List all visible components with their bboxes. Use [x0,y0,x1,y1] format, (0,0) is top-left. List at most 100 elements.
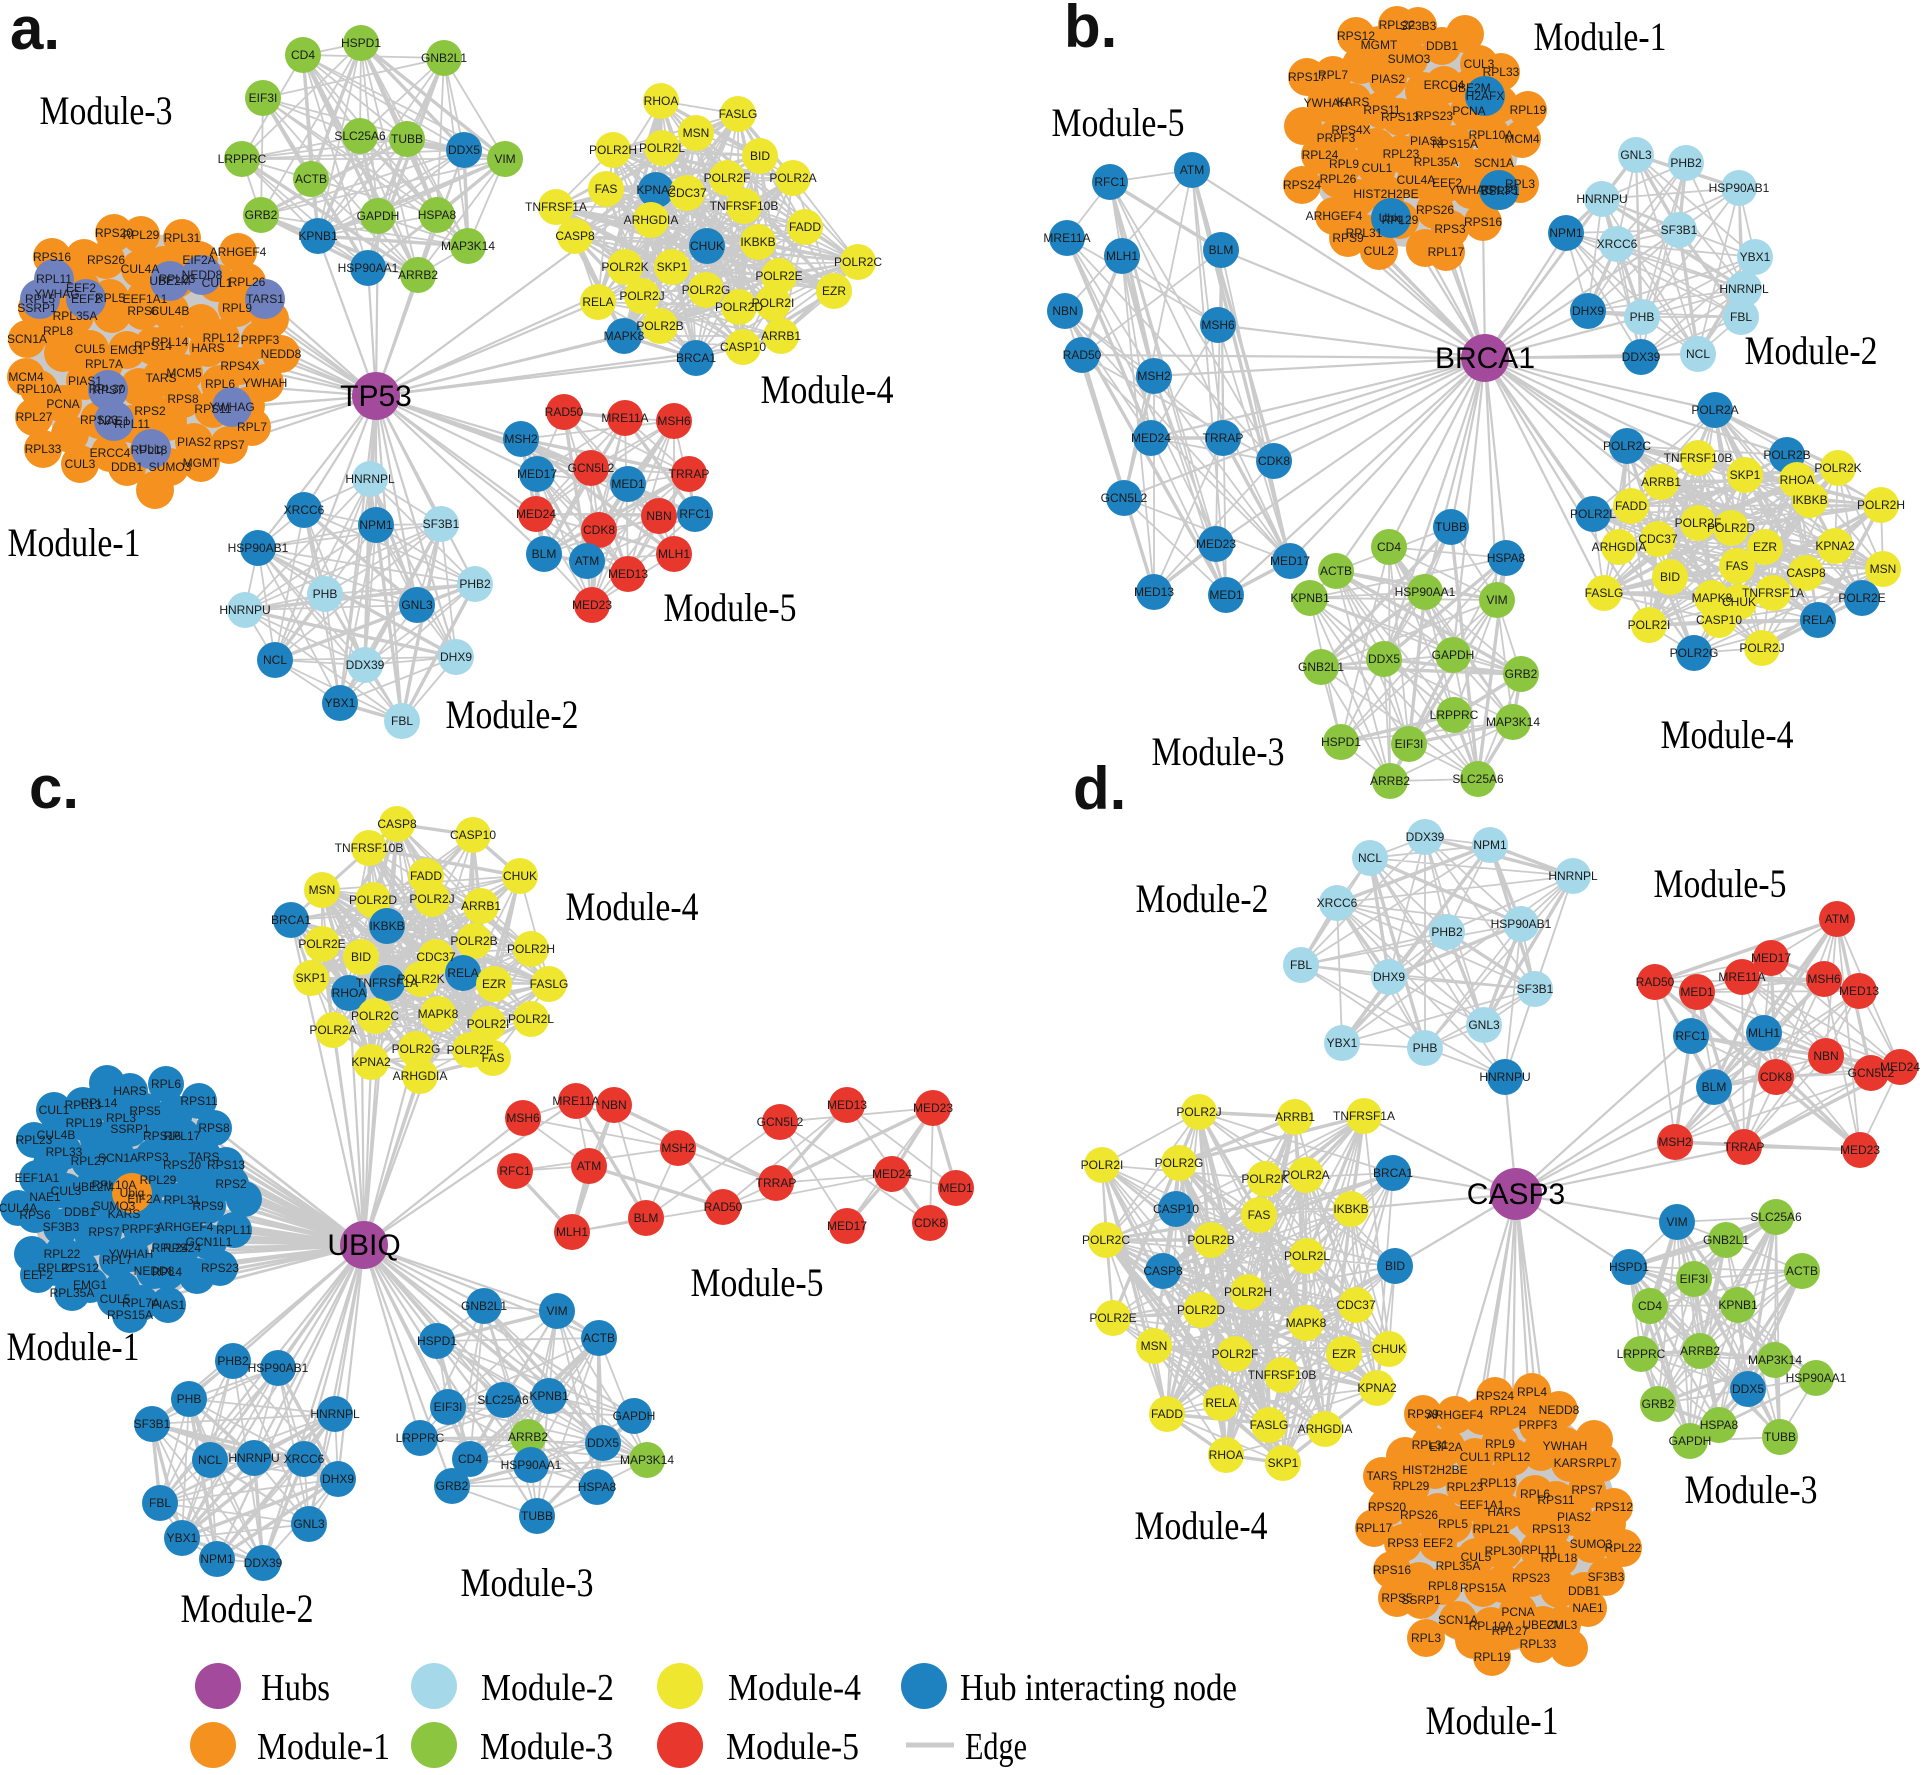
svg-text:RPL29: RPL29 [1382,213,1419,227]
svg-text:CASP3: CASP3 [1467,1178,1565,1211]
svg-text:FASLG: FASLG [1250,1418,1289,1432]
svg-text:Module-2: Module-2 [481,1667,614,1709]
svg-text:RPL4: RPL4 [152,1265,182,1279]
svg-text:TRRAP: TRRAP [756,1176,797,1190]
svg-text:RPL22: RPL22 [1605,1541,1642,1555]
svg-text:MAPK8: MAPK8 [1286,1316,1327,1330]
svg-text:POLR2I: POLR2I [1081,1158,1124,1172]
svg-text:TRRAP: TRRAP [669,467,710,481]
svg-text:TARS1: TARS1 [246,292,284,306]
svg-text:POLR2J: POLR2J [1739,641,1784,655]
svg-text:NEDD8: NEDD8 [1539,1403,1580,1417]
svg-text:LRPPRC: LRPPRC [218,152,267,166]
svg-text:EIF2A: EIF2A [127,1192,160,1206]
svg-text:DDX39: DDX39 [346,658,385,672]
svg-text:POLR2L: POLR2L [1284,1249,1330,1263]
svg-text:ARHGDIA: ARHGDIA [624,213,679,227]
svg-text:Module-5: Module-5 [726,1726,859,1768]
svg-text:UBIQ: UBIQ [327,1229,400,1262]
svg-text:RPS17: RPS17 [1288,70,1326,84]
svg-text:RPL31: RPL31 [164,231,201,245]
svg-text:Module-5: Module-5 [1052,100,1185,145]
svg-text:RHOA: RHOA [644,94,679,108]
svg-text:Module-4: Module-4 [728,1667,861,1709]
svg-text:HSP90AA1: HSP90AA1 [338,261,399,275]
svg-text:HNRNPL: HNRNPL [310,1407,360,1421]
svg-text:SCN1A: SCN1A [1474,156,1514,170]
svg-text:SLC25A6: SLC25A6 [1452,772,1504,786]
svg-text:RPL10A: RPL10A [1469,1619,1514,1633]
svg-text:POLR2I: POLR2I [467,1017,510,1031]
svg-text:NCL: NCL [1686,347,1710,361]
svg-text:RPL17: RPL17 [164,1129,201,1143]
svg-text:RPS9: RPS9 [1332,231,1364,245]
svg-text:FADD: FADD [410,869,442,883]
svg-text:GRB2: GRB2 [245,208,278,222]
svg-text:MLH1: MLH1 [556,1225,588,1239]
svg-text:TRRAP: TRRAP [1724,1140,1765,1154]
svg-text:YWHAG: YWHAG [1448,183,1493,197]
svg-text:RPL6: RPL6 [151,1077,181,1091]
svg-text:RPS23: RPS23 [80,413,118,427]
svg-text:RPL11: RPL11 [216,1223,252,1237]
svg-text:MED24: MED24 [1880,1060,1920,1074]
svg-text:MRE11A: MRE11A [552,1094,599,1108]
svg-text:SCN1A: SCN1A [1438,1613,1478,1627]
svg-text:CASP10: CASP10 [720,340,766,354]
svg-text:HIST2H2BE: HIST2H2BE [1402,1463,1467,1477]
svg-text:NBN: NBN [646,509,671,523]
svg-text:POLR2C: POLR2C [1082,1233,1130,1247]
svg-text:MAPK8: MAPK8 [418,1007,459,1021]
svg-text:RPS26: RPS26 [1416,203,1454,217]
svg-text:HSPD1: HSPD1 [341,36,381,50]
svg-text:RELA: RELA [447,966,478,980]
svg-text:RPL30: RPL30 [1485,1544,1522,1558]
svg-text:ARHGEF4: ARHGEF4 [1306,209,1363,223]
svg-text:YWHAH: YWHAH [243,376,288,390]
svg-text:RFC1: RFC1 [1675,1029,1707,1043]
svg-text:SKP1: SKP1 [657,260,688,274]
svg-text:MED1: MED1 [939,1181,973,1195]
svg-text:Module-2: Module-2 [1136,876,1269,921]
svg-text:MSH6: MSH6 [506,1111,540,1125]
svg-text:POLR2J: POLR2J [1176,1105,1221,1119]
svg-text:KARS: KARS [1554,1456,1587,1470]
svg-text:Module-1: Module-1 [257,1726,390,1768]
svg-text:MED23: MED23 [1840,1143,1880,1157]
svg-text:POLR2D: POLR2D [1707,521,1755,535]
svg-text:Module-4: Module-4 [566,884,699,929]
svg-text:RPL35A: RPL35A [1414,155,1459,169]
svg-text:Module-2: Module-2 [446,692,579,737]
svg-text:DDX5: DDX5 [448,143,480,157]
svg-text:POLR2H: POLR2H [507,942,555,956]
svg-text:RPL27: RPL27 [16,410,53,424]
svg-text:RPL23: RPL23 [1383,147,1420,161]
svg-text:RAD50: RAD50 [1636,975,1675,989]
svg-text:HSP90AB1: HSP90AB1 [1709,181,1770,195]
svg-text:POLR2D: POLR2D [715,300,763,314]
svg-text:Module-4: Module-4 [1135,1503,1268,1548]
svg-text:CDC37: CDC37 [1336,1298,1376,1312]
svg-text:CUL5: CUL5 [1461,1550,1492,1564]
svg-text:UBE2M: UBE2M [72,1180,113,1194]
svg-text:Module-1: Module-1 [1426,1698,1559,1743]
svg-text:GNL3: GNL3 [401,598,433,612]
svg-text:FASLG: FASLG [719,107,758,121]
svg-text:RPS26: RPS26 [1400,1508,1438,1522]
svg-text:MED1: MED1 [611,477,645,491]
svg-text:FADD: FADD [1151,1407,1183,1421]
svg-text:POLR2K: POLR2K [601,260,648,274]
svg-text:RPL33: RPL33 [1520,1637,1557,1651]
svg-text:ARHGEF4: ARHGEF4 [1427,1408,1484,1422]
svg-text:POLR2C: POLR2C [351,1009,399,1023]
svg-text:HSP90AA1: HSP90AA1 [1786,1371,1847,1385]
svg-text:CUL4B: CUL4B [151,304,190,318]
svg-text:Ubiq: Ubiq [139,442,164,456]
svg-text:GCN5L2: GCN5L2 [1101,491,1148,505]
svg-text:DDX5: DDX5 [1368,652,1400,666]
svg-text:HNRNPU: HNRNPU [1576,192,1627,206]
svg-text:MAP3K14: MAP3K14 [1748,1353,1802,1367]
svg-text:a.: a. [10,0,60,62]
svg-text:CUL4A: CUL4A [0,1201,37,1215]
svg-text:HSP90AB1: HSP90AB1 [1491,917,1552,931]
